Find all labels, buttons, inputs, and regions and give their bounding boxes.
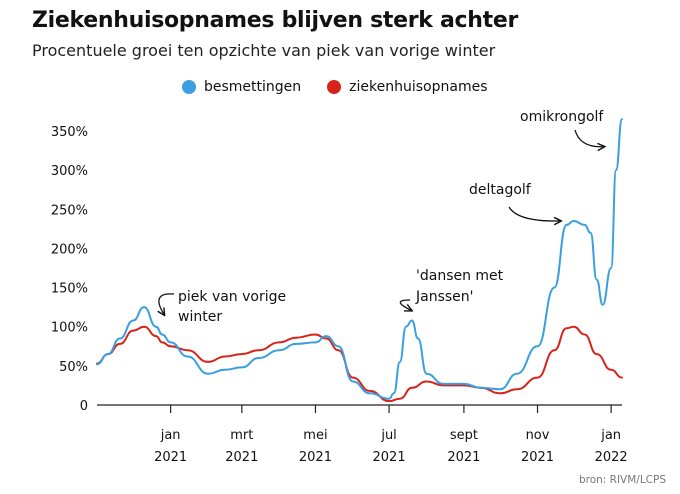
y-tick-label: 100%	[51, 321, 88, 336]
y-tick-label: 300%	[51, 164, 88, 179]
x-tick-month: mrt	[230, 428, 253, 443]
x-tick-year: 2021	[154, 450, 187, 465]
y-tick-label: 200%	[51, 242, 88, 257]
annotation-label: 'dansen met	[416, 268, 504, 284]
x-tick-year: 2021	[225, 450, 258, 465]
x-tick-month: jan	[600, 428, 621, 443]
legend-dot-besmettingen	[182, 80, 196, 94]
x-tick-month: sept	[450, 428, 478, 443]
x-tick-year: 2021	[299, 450, 332, 465]
annotation-arrow	[159, 293, 175, 315]
annotation-label: piek van vorige	[178, 289, 286, 305]
y-tick-label: 250%	[51, 203, 88, 218]
y-tick-label: 0	[80, 399, 88, 414]
x-tick-month: jul	[380, 428, 396, 443]
annotation-arrow	[574, 129, 604, 147]
y-tick-label: 50%	[59, 360, 88, 375]
x-tick-year: 2021	[447, 450, 480, 465]
annotation-label: deltagolf	[469, 182, 532, 198]
legend-item-besmettingen: besmettingen	[182, 79, 301, 95]
chart-title: Ziekenhuisopnames blijven sterk achter	[32, 8, 519, 33]
chart-subtitle: Procentuele groei ten opzichte van piek …	[32, 41, 496, 60]
annotation-label: omikrongolf	[520, 109, 604, 125]
x-tick-month: nov	[526, 428, 550, 443]
annotation-arrow	[399, 299, 411, 310]
x-tick-year: 2021	[521, 450, 554, 465]
y-tick-label: 150%	[51, 282, 88, 297]
annotation-label: winter	[178, 309, 222, 325]
x-tick-year: 2021	[373, 450, 406, 465]
legend-label-ziekenhuisopnames: ziekenhuisopnames	[349, 79, 488, 95]
source-label: bron: RIVM/LCPS	[578, 474, 666, 486]
x-tick-month: jan	[160, 428, 181, 443]
x-tick-month: mei	[303, 428, 327, 443]
legend-dot-ziekenhuisopnames	[327, 80, 342, 94]
legend-item-ziekenhuisopnames: ziekenhuisopnames	[327, 79, 488, 95]
y-tick-label: 350%	[51, 125, 88, 140]
annotation-arrow	[508, 206, 560, 221]
series-line-besmettingen	[96, 118, 623, 400]
chart-legend: besmettingen ziekenhuisopnames	[182, 79, 488, 95]
legend-label-besmettingen: besmettingen	[204, 79, 302, 95]
x-tick-year: 2022	[595, 450, 628, 465]
annotation-label: Janssen'	[415, 289, 474, 305]
series-line-ziekenhuisopnames	[96, 325, 623, 403]
